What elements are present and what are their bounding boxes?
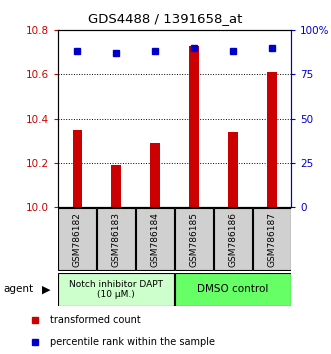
Text: percentile rank within the sample: percentile rank within the sample	[50, 337, 215, 348]
Bar	[136, 209, 174, 270]
Text: ▶: ▶	[42, 284, 51, 295]
Text: DMSO control: DMSO control	[197, 284, 269, 295]
Bar	[150, 143, 160, 207]
Text: GSM786186: GSM786186	[228, 212, 237, 267]
Bar	[175, 209, 213, 270]
Text: Notch inhibitor DAPT
(10 μM.): Notch inhibitor DAPT (10 μM.)	[69, 280, 163, 299]
Bar	[112, 165, 121, 207]
Bar	[58, 209, 96, 270]
Text: GSM786185: GSM786185	[190, 212, 199, 267]
Text: GSM786182: GSM786182	[73, 212, 82, 267]
Text: GSM786184: GSM786184	[151, 212, 160, 267]
Bar	[72, 130, 82, 207]
Bar	[228, 132, 238, 207]
Bar	[175, 273, 291, 306]
Bar	[189, 46, 199, 207]
Text: agent: agent	[3, 284, 33, 295]
Bar	[97, 209, 135, 270]
Bar	[267, 72, 277, 207]
Bar	[253, 209, 291, 270]
Bar	[214, 209, 252, 270]
Text: GDS4488 / 1391658_at: GDS4488 / 1391658_at	[88, 12, 243, 25]
Bar	[58, 273, 174, 306]
Text: GSM786187: GSM786187	[267, 212, 276, 267]
Text: transformed count: transformed count	[50, 315, 141, 325]
Text: GSM786183: GSM786183	[112, 212, 121, 267]
